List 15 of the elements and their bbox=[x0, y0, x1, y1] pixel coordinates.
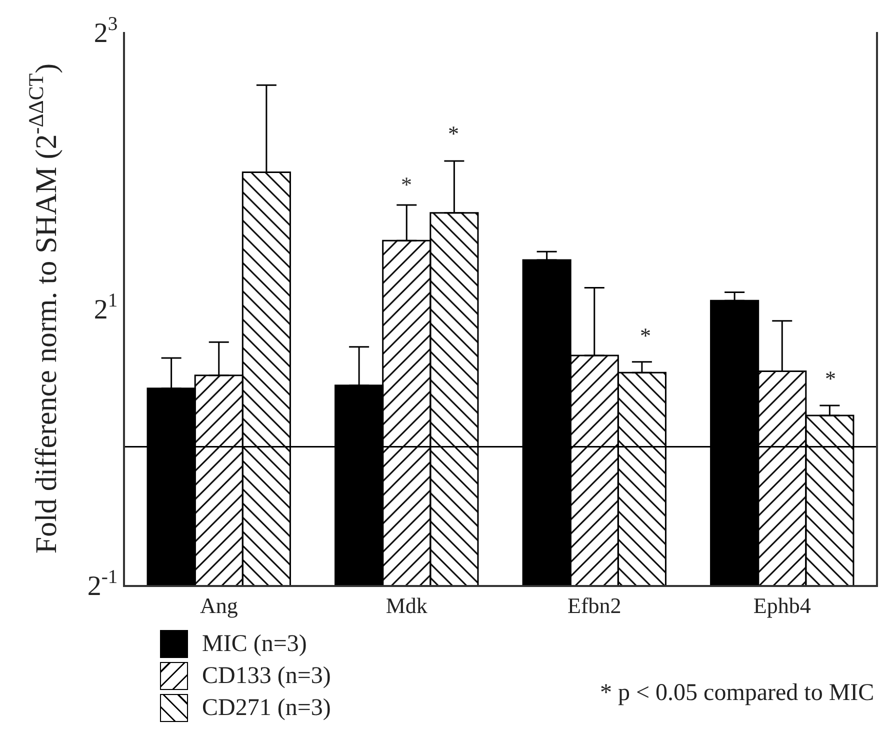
annotation: * bbox=[401, 172, 412, 197]
legend-label: CD133 (n=3) bbox=[202, 662, 331, 690]
y-tick-label: 2$^{-1}$ bbox=[87, 567, 118, 602]
x-tick-label: Efbn2 bbox=[567, 593, 622, 618]
y-tick-label: 2$^{1}$ bbox=[94, 290, 118, 326]
legend-label: MIC (n=3) bbox=[202, 630, 307, 658]
annotation: * bbox=[640, 323, 651, 348]
text: * p < 0.05 compared to MIC bbox=[600, 680, 874, 706]
annotation: * bbox=[825, 366, 836, 391]
annotation: * bbox=[448, 121, 459, 146]
x-tick-label: Ang bbox=[200, 593, 238, 618]
x-tick-label: Mdk bbox=[386, 593, 428, 618]
legend-label: CD271 (n=3) bbox=[202, 694, 331, 722]
x-tick-label: Ephb4 bbox=[753, 593, 811, 618]
y-tick-label: 2$^{3}$ bbox=[94, 14, 118, 49]
